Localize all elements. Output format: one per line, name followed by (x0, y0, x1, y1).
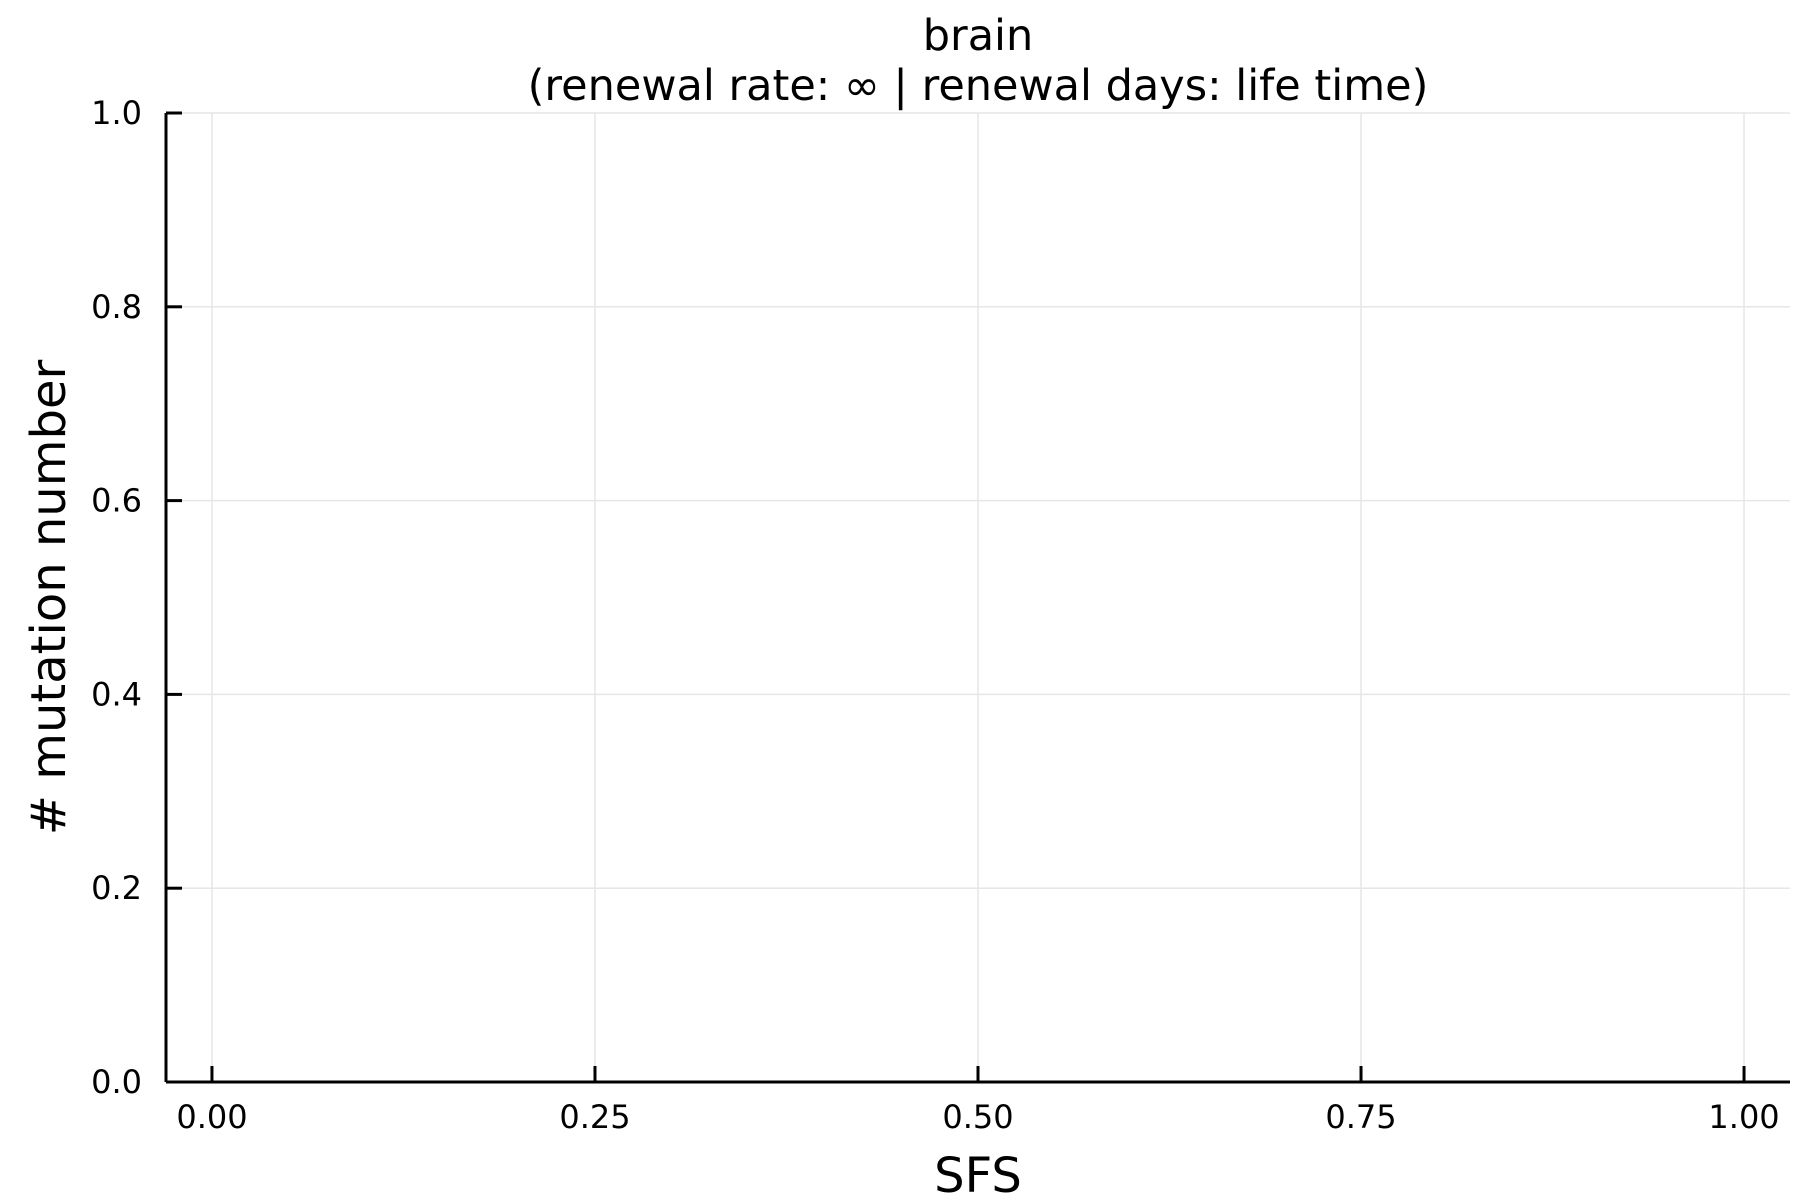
x-ticks: 0.00 0.25 0.50 0.75 1.00 (176, 1066, 1780, 1136)
x-tick-label: 1.00 (1708, 1098, 1779, 1136)
y-tick-label: 0.6 (91, 482, 142, 520)
y-ticks: 0.0 0.2 0.4 0.6 0.8 1.0 (91, 94, 182, 1101)
x-axis-label: SFS (934, 1148, 1022, 1200)
grid (166, 112, 1790, 1083)
x-tick-label: 0.25 (559, 1098, 630, 1136)
y-axis-label: # mutation number (21, 360, 77, 836)
x-tick-label: 0.75 (1325, 1098, 1396, 1136)
x-tick-label: 0.00 (176, 1098, 247, 1136)
x-tick-label: 0.50 (942, 1098, 1013, 1136)
y-tick-label: 0.0 (91, 1063, 142, 1101)
y-tick-label: 0.8 (91, 288, 142, 326)
y-tick-label: 0.2 (91, 869, 142, 907)
y-tick-label: 0.4 (91, 675, 142, 713)
chart-subtitle: (renewal rate: ∞ | renewal days: life ti… (528, 61, 1429, 111)
y-tick-label: 1.0 (91, 94, 142, 132)
chart-title: brain (923, 11, 1034, 61)
